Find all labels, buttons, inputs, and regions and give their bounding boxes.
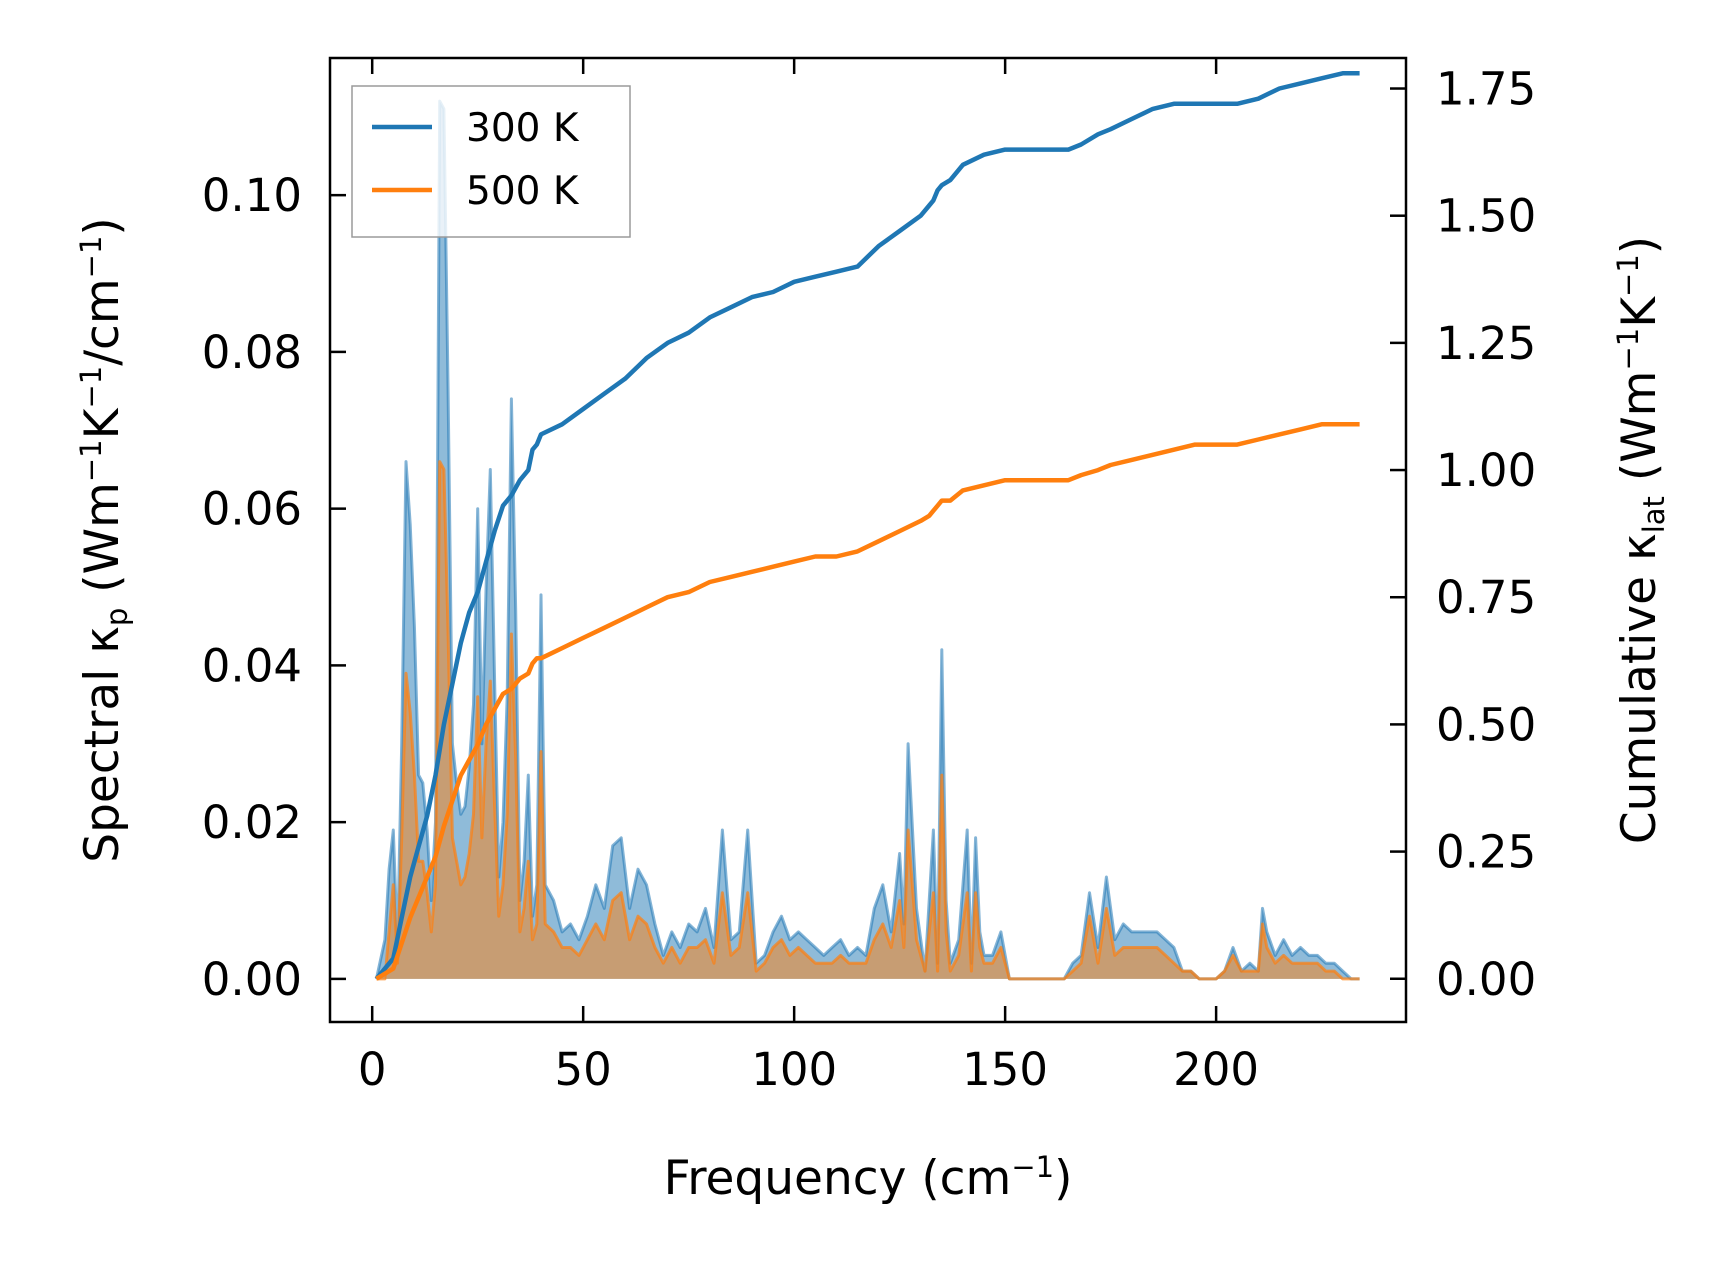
series-500k-spectral-fill <box>376 461 1360 979</box>
y-right-tick-label: 1.50 <box>1436 190 1536 243</box>
series-500k-spectral-line <box>376 460 1360 981</box>
legend-label-300k: 300 K <box>466 106 580 151</box>
y-left-tick-label: 0.08 <box>202 326 302 379</box>
y-axis-left-title: Spectral κp (Wm−1K−1/cm−1) <box>74 217 134 863</box>
y-right-tick-label: 1.00 <box>1436 444 1536 497</box>
x-tick-label: 0 <box>358 1043 387 1096</box>
y-right-tick-label: 1.25 <box>1436 317 1536 370</box>
legend-label-500k: 500 K <box>466 169 580 214</box>
y-right-tick-label: 0.25 <box>1436 826 1536 879</box>
series-300k-cumulative-line <box>374 71 1360 981</box>
x-tick-label: 200 <box>1173 1043 1259 1096</box>
y-left-tick-label: 0.02 <box>202 796 302 849</box>
legend: 300 K 500 K <box>351 85 631 238</box>
y-axis-right-title: Cumulative κlat (Wm−1K−1) <box>1611 236 1671 844</box>
x-axis-title: Frequency (cm−1) <box>664 1150 1073 1206</box>
y-right-tick-label: 0.75 <box>1436 571 1536 624</box>
y-right-tick-label: 0.00 <box>1436 953 1536 1006</box>
y-left-tick-label: 0.00 <box>202 953 302 1006</box>
y-left-tick-label: 0.10 <box>202 169 302 222</box>
series-500k-cumulative-line <box>375 422 1360 981</box>
x-tick-label: 50 <box>555 1043 612 1096</box>
y-right-tick-label: 0.50 <box>1436 698 1536 751</box>
y-left-tick-label: 0.06 <box>202 483 302 536</box>
x-tick-label: 150 <box>962 1043 1048 1096</box>
y-left-tick-label: 0.04 <box>202 639 302 692</box>
legend-frame <box>351 85 631 238</box>
axes-frame <box>328 56 1408 1024</box>
plot-area <box>374 71 1360 981</box>
y-right-tick-label: 1.75 <box>1436 63 1536 116</box>
axes: 0 50 100 150 200 0.00 0.02 0.04 0.06 0.08 0.10 0.00… <box>202 56 1536 1096</box>
x-tick-label: 100 <box>751 1043 837 1096</box>
